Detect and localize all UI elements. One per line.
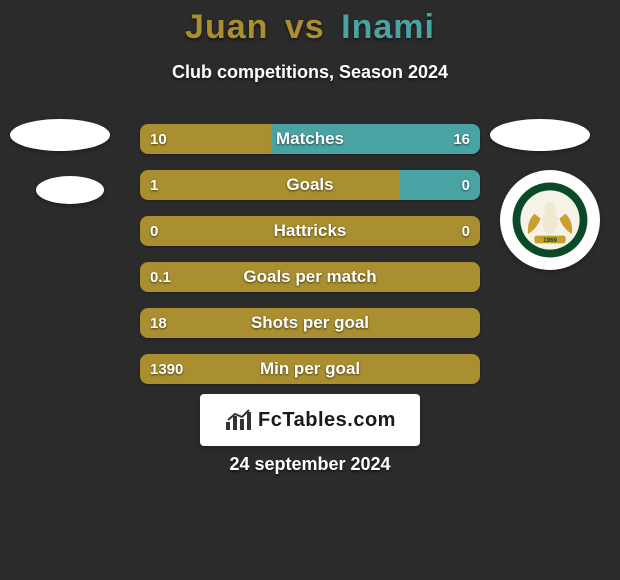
verdy-badge-icon: 1969 (511, 181, 589, 259)
player1-name: Juan (185, 8, 268, 46)
bar-value-right: 0 (452, 216, 480, 246)
infographic-canvas: Juan vs Inami Club competitions, Season … (0, 0, 620, 580)
bar-value-right: 0 (452, 170, 480, 200)
bar-label: Goals (140, 170, 480, 200)
footer-date: 24 september 2024 (0, 454, 620, 475)
bar-label: Goals per match (140, 262, 480, 292)
player2-club-badge: 1969 (500, 170, 600, 270)
bar-value-left: 10 (140, 124, 177, 154)
branding-badge: FcTables.com (200, 394, 420, 446)
bar-label: Shots per goal (140, 308, 480, 338)
branding-text: FcTables.com (258, 409, 396, 432)
bar-label: Hattricks (140, 216, 480, 246)
comparison-bars: Matches1016Goals10Hattricks00Goals per m… (140, 124, 480, 400)
bar-value-left: 18 (140, 308, 177, 338)
player1-club-badge (36, 176, 104, 204)
bar-value-left: 0 (140, 216, 168, 246)
page-title: Juan vs Inami (0, 8, 620, 47)
svg-text:1969: 1969 (543, 237, 557, 244)
bar-label: Matches (140, 124, 480, 154)
fctables-logo-icon (224, 408, 252, 432)
bar-row: Hattricks0 0 (140, 216, 480, 246)
bar-value-left: 1 (140, 170, 168, 200)
player1-avatar (10, 119, 110, 151)
bar-row: Goals1 0 (140, 170, 480, 200)
bar-value-right: 16 (443, 124, 480, 154)
bar-row: Goals per match0.1 (140, 262, 480, 292)
player2-avatar (490, 119, 590, 151)
bar-row: Shots per goal18 (140, 308, 480, 338)
bar-value-left: 1390 (140, 354, 193, 384)
bar-row: Min per goal1390 (140, 354, 480, 384)
vs-text: vs (285, 8, 325, 46)
subtitle: Club competitions, Season 2024 (0, 62, 620, 83)
bar-row: Matches10 16 (140, 124, 480, 154)
bar-value-left: 0.1 (140, 262, 181, 292)
player2-name: Inami (341, 8, 435, 46)
